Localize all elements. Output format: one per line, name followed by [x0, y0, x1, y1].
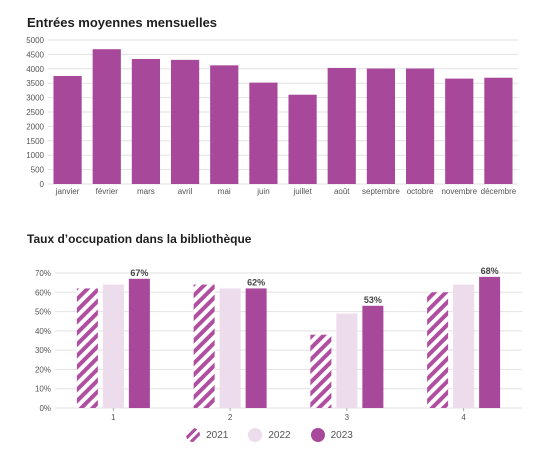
y-tick-label: 4000 [26, 65, 44, 74]
legend-label-2021: 2021 [206, 429, 229, 441]
legend-label-2022: 2022 [268, 429, 291, 441]
bar-2022-2 [219, 288, 241, 408]
bar-mai [210, 65, 239, 184]
data-label: 62% [247, 277, 265, 287]
bar-2021-4 [427, 292, 449, 408]
x-tick-label: 1 [111, 413, 116, 422]
y-tick-label: 3500 [26, 79, 44, 88]
bar-2021-2 [193, 284, 215, 408]
occupancy-chart: 0% 10% 20% 30% 40% 50% 60% 70% 67% 1 62% 2 53% 3 68% 4 [35, 266, 522, 422]
bar-2022-1 [102, 284, 124, 408]
bar-2023-4 [479, 276, 501, 408]
y-tick-label: 3000 [26, 94, 44, 103]
bar-2022-4 [453, 284, 475, 408]
chart2-title: Taux d’occupation dans la bibliothèque [27, 232, 252, 246]
y-tick-label: 2500 [26, 108, 44, 117]
bar-avril [170, 59, 200, 184]
y-tick-label: 60% [35, 288, 51, 297]
bar-octobre [405, 68, 435, 184]
legend-item-2022: 2022 [248, 428, 291, 442]
y-tick-label: 50% [35, 308, 51, 317]
bar-2021-1 [76, 288, 98, 408]
y-tick-label: 500 [31, 166, 45, 175]
data-label: 68% [481, 266, 499, 276]
x-tick-label: mars [137, 187, 155, 196]
legend-swatch-2021 [186, 428, 201, 442]
bar-septembre [366, 68, 396, 184]
bar-juin [249, 82, 278, 184]
y-tick-label: 20% [35, 365, 51, 374]
x-tick-label: mai [218, 187, 231, 196]
y-tick-label: 10% [35, 385, 51, 394]
legend-label-2023: 2023 [330, 429, 353, 441]
chart1-title: Entrées moyennes mensuelles [27, 15, 218, 30]
legend-item-2023: 2023 [310, 428, 353, 442]
bar-2022-3 [336, 313, 358, 408]
x-tick-label: juin [256, 187, 269, 196]
y-tick-label: 1000 [26, 151, 44, 160]
x-tick-label: janvier [55, 187, 80, 196]
x-tick-label: juillet [292, 187, 312, 196]
y-tick-label: 40% [35, 327, 51, 336]
bar-2023-2 [245, 288, 267, 408]
x-tick-label: août [334, 187, 350, 196]
x-tick-label: octobre [407, 187, 434, 196]
y-tick-label: 0 [40, 180, 45, 189]
legend-item-2021: 2021 [186, 428, 228, 442]
monthly-entries-chart: 0 500 1000 1500 2000 2500 3000 3500 4000 4500 5000… [26, 36, 518, 196]
data-label: 67% [130, 268, 148, 278]
bar-2021-3 [310, 334, 332, 408]
y-tick-label: 70% [35, 269, 51, 278]
x-tick-label: avril [178, 187, 193, 196]
bar-août [327, 67, 356, 184]
bar-février [92, 49, 121, 184]
y-tick-label: 4500 [26, 50, 44, 59]
x-tick-label: décembre [481, 187, 517, 196]
x-tick-label: 2 [228, 413, 233, 422]
bar-2023-1 [128, 278, 150, 408]
legend-swatch-2022 [248, 428, 263, 442]
y-tick-label: 0% [39, 404, 51, 413]
x-tick-label: 3 [345, 413, 350, 422]
x-tick-label: novembre [441, 187, 477, 196]
x-tick-label: février [96, 187, 119, 196]
x-tick-label: 4 [461, 413, 466, 422]
bar-décembre [484, 77, 513, 184]
bar-2023-3 [362, 305, 384, 408]
bar-janvier [53, 76, 82, 184]
x-tick-label: septembre [362, 187, 400, 196]
bar-juillet [288, 94, 317, 184]
y-tick-label: 1500 [26, 137, 44, 146]
y-tick-label: 5000 [26, 36, 44, 45]
y-tick-label: 2000 [26, 122, 44, 131]
bar-novembre [445, 78, 474, 184]
y-tick-label: 30% [35, 346, 51, 355]
legend: 2021 2022 2023 [0, 428, 539, 442]
data-label: 53% [364, 295, 382, 305]
legend-swatch-2023 [310, 428, 325, 442]
bar-mars [131, 59, 161, 185]
